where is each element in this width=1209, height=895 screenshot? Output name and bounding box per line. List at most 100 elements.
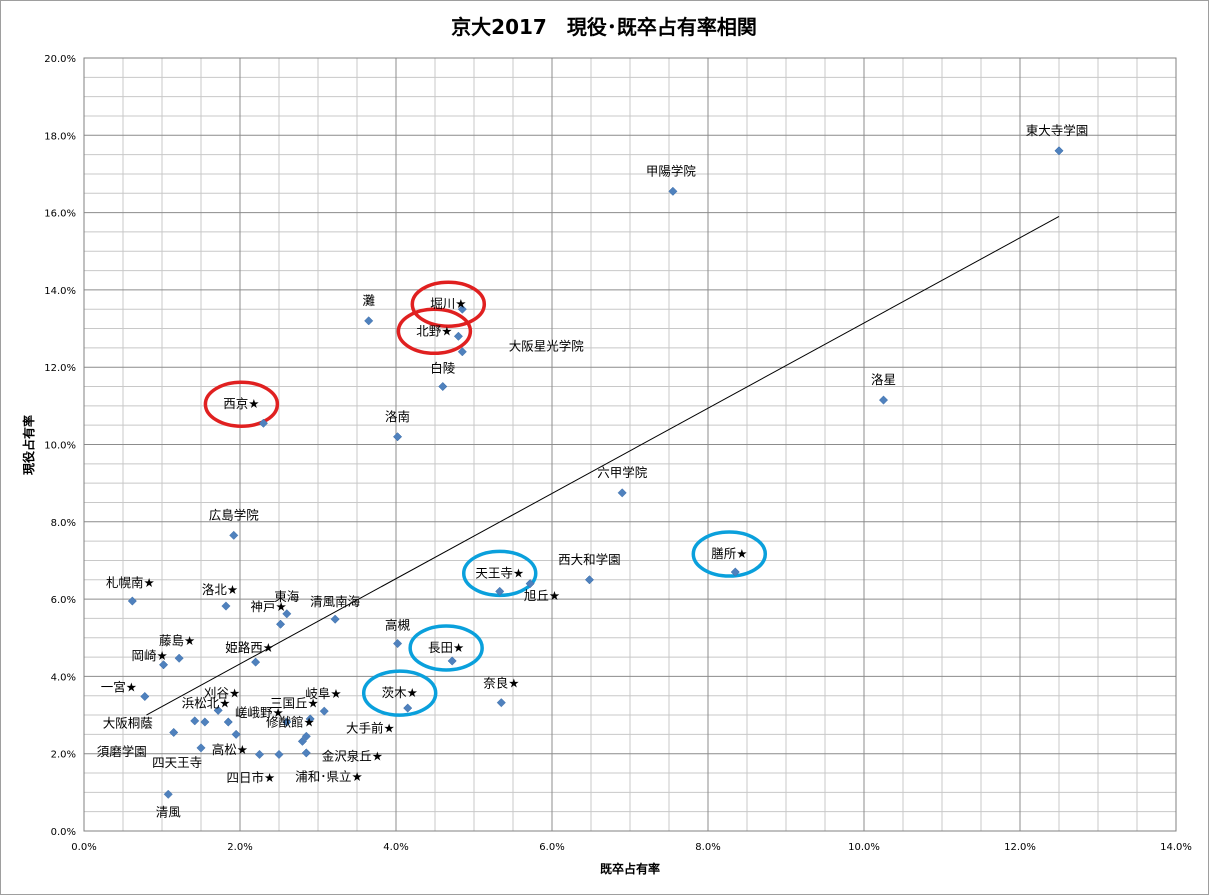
data-point-marker — [251, 657, 261, 667]
y-tick-label: 4.0% — [51, 672, 76, 683]
data-point-label: 四日市★ — [226, 770, 275, 785]
data-point-label: 洛星 — [871, 372, 896, 387]
data-point-label: 四天王寺 — [152, 755, 202, 770]
data-point-marker — [282, 717, 292, 727]
data-point-marker — [229, 530, 239, 540]
data-point-label: 大手前★ — [346, 721, 395, 736]
highlight-rings — [203, 280, 768, 717]
data-point-label: 茨木★ — [382, 685, 418, 700]
data-point-marker — [617, 488, 627, 498]
y-tick-label: 20.0% — [44, 54, 76, 65]
data-point-label: 藤島★ — [159, 633, 195, 648]
data-point-label: 広島学院 — [209, 507, 260, 522]
data-point-marker — [200, 717, 210, 727]
blue-highlight-ring — [691, 530, 768, 578]
data-point-marker — [584, 575, 594, 585]
data-point-label: 膳所★ — [711, 546, 747, 561]
data-point-label: 大阪星光学院 — [509, 339, 585, 354]
data-point-marker — [159, 660, 169, 670]
data-point-label: 長田★ — [428, 640, 464, 655]
data-point-label: 一宮★ — [101, 679, 137, 694]
data-point-marker — [447, 656, 457, 666]
data-point-marker — [393, 638, 403, 649]
data-markers — [127, 146, 1064, 799]
data-point-marker — [878, 395, 889, 405]
data-point-label: 洛南 — [385, 409, 410, 424]
y-tick-label: 16.0% — [44, 209, 76, 220]
data-point-marker — [276, 619, 286, 629]
blue-highlight-ring — [408, 624, 484, 672]
data-point-marker — [403, 703, 413, 713]
data-point-marker — [174, 653, 184, 663]
data-point-label: 奈良★ — [483, 676, 519, 691]
data-point-marker — [254, 749, 265, 760]
red-highlight-ring — [203, 380, 280, 428]
y-tick-label: 10.0% — [44, 441, 76, 452]
red-highlight-ring — [396, 307, 473, 356]
x-tick-label: 4.0% — [383, 842, 408, 853]
data-point-marker — [127, 596, 137, 606]
data-point-marker — [258, 418, 268, 428]
data-point-marker — [297, 736, 307, 746]
data-point-marker — [393, 432, 403, 442]
red-highlight-ring — [410, 280, 487, 328]
chart-title: 京大2017 現役･既卒占有率相関 — [451, 15, 757, 39]
data-point-marker — [223, 717, 233, 727]
data-point-marker — [163, 789, 173, 799]
data-point-label: 甲陽学院 — [646, 163, 697, 178]
data-point-label: 大阪桐蔭 — [103, 715, 154, 730]
y-tick-label: 2.0% — [51, 750, 76, 761]
trendline — [146, 216, 1060, 716]
y-tick-label: 12.0% — [44, 363, 76, 374]
data-point-label: 三国丘★ — [270, 696, 319, 711]
data-point-marker — [196, 743, 206, 753]
x-tick-labels: 0.0% 2.0% 4.0% 6.0% 8.0% 10.0% 12.0% 14.0% — [71, 842, 1192, 853]
data-point-label: 旭丘★ — [524, 588, 560, 603]
data-point-label: 北野★ — [416, 323, 452, 338]
y-tick-label: 8.0% — [51, 518, 76, 529]
blue-highlight-ring — [361, 669, 438, 717]
data-point-marker — [301, 748, 311, 758]
data-point-marker — [221, 601, 231, 611]
data-point-marker — [668, 186, 678, 196]
data-point-label: 修猷館★ — [266, 714, 315, 729]
x-tick-label: 12.0% — [1004, 842, 1036, 853]
data-point-marker — [453, 331, 463, 341]
data-point-label: 岐阜★ — [305, 686, 341, 701]
data-point-marker — [169, 727, 179, 737]
data-point-marker — [457, 304, 467, 314]
y-tick-label: 18.0% — [44, 131, 76, 142]
data-point-marker — [305, 714, 315, 724]
data-point-label: 札幌南★ — [106, 575, 155, 590]
x-tick-label: 2.0% — [227, 842, 252, 853]
data-point-label: 須磨学園 — [97, 744, 147, 759]
data-point-label: 六甲学院 — [597, 465, 648, 480]
data-point-label: 白陵 — [430, 361, 456, 376]
data-point-label: 高槻 — [385, 618, 411, 633]
data-point-label: 神戸★ — [250, 599, 286, 614]
data-point-marker — [190, 716, 200, 726]
y-tick-label: 6.0% — [51, 595, 76, 606]
x-tick-label: 10.0% — [848, 842, 880, 853]
data-point-marker — [274, 749, 284, 760]
x-tick-label: 14.0% — [1160, 842, 1192, 853]
x-axis-title: 既卒占有率 — [600, 861, 660, 876]
data-point-label: 刈谷★ — [204, 686, 240, 701]
data-point-label: 灘 — [362, 293, 375, 308]
data-point-marker — [457, 347, 467, 357]
data-point-label: 浦和･県立★ — [295, 769, 362, 784]
plot-border — [83, 57, 1177, 832]
y-tick-label: 14.0% — [44, 286, 76, 297]
data-point-marker — [330, 614, 340, 624]
x-tick-label: 6.0% — [539, 842, 564, 853]
data-point-marker — [231, 729, 241, 739]
data-point-label: 金沢泉丘★ — [322, 748, 383, 763]
data-point-label: 姫路西★ — [225, 640, 274, 655]
data-point-marker — [213, 705, 223, 715]
data-point-marker — [495, 586, 505, 596]
data-point-label: 清風南海 — [310, 594, 361, 609]
data-point-marker — [496, 698, 506, 708]
